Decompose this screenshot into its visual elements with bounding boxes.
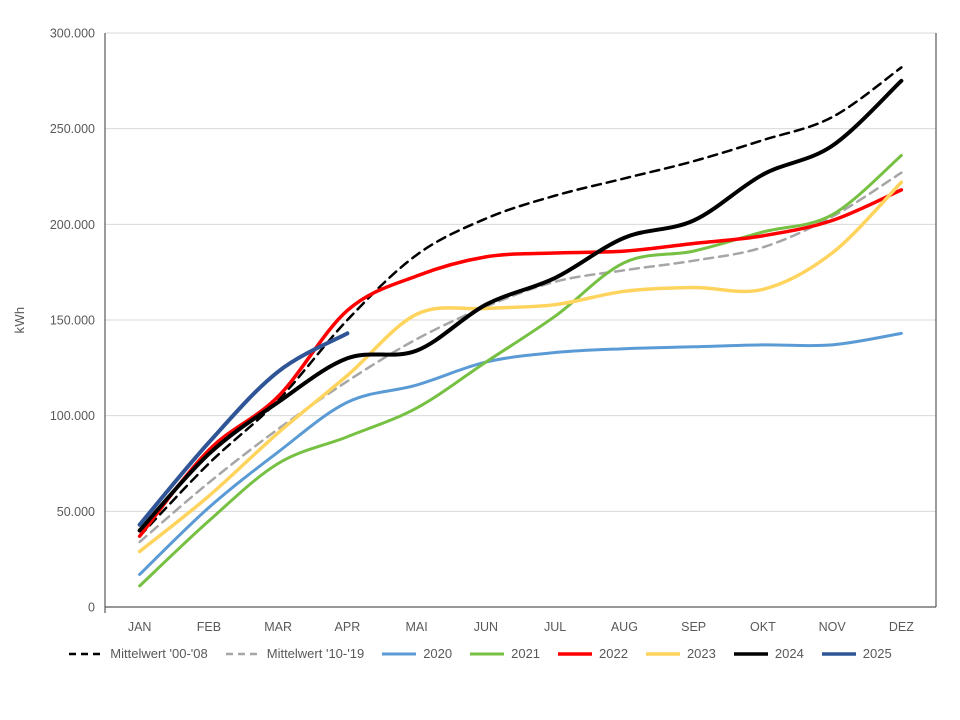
legend-item-2023: 2023 bbox=[645, 646, 716, 661]
legend-label: Mittelwert '00-'08 bbox=[110, 646, 208, 661]
legend-line-swatch bbox=[225, 652, 260, 655]
legend-item-2021: 2021 bbox=[469, 646, 540, 661]
series-line-2023 bbox=[137, 180, 904, 554]
series-line-mittelwert-10-19 bbox=[138, 171, 903, 544]
y-tick-label: 0 bbox=[88, 601, 95, 615]
series-line-2020 bbox=[138, 331, 903, 576]
y-tick-label: 250.000 bbox=[50, 122, 95, 136]
legend-label: 2022 bbox=[599, 646, 628, 661]
y-tick-label: 100.000 bbox=[50, 409, 95, 423]
legend-line-swatch bbox=[382, 652, 417, 655]
y-tick-label: 300.000 bbox=[50, 27, 95, 41]
x-tick-label: MAR bbox=[264, 620, 292, 634]
series-line-2024 bbox=[137, 78, 904, 533]
y-tick-label: 150.000 bbox=[50, 314, 95, 328]
legend-item-2022: 2022 bbox=[557, 646, 628, 661]
x-tick-label: DEZ bbox=[889, 620, 914, 634]
legend-line-swatch bbox=[69, 652, 104, 655]
y-tick-label: 50.000 bbox=[57, 505, 95, 519]
legend-line-swatch bbox=[558, 651, 593, 656]
x-tick-label: JUL bbox=[544, 620, 566, 634]
series-line-2021 bbox=[138, 153, 903, 588]
x-tick-label: FEB bbox=[197, 620, 221, 634]
legend-item-mittelwert-10-19: Mittelwert '10-'19 bbox=[225, 646, 364, 661]
legend-line-swatch bbox=[821, 651, 856, 656]
plot-area: 0 50.000 100.000 150.000 200.000 250.000 300.0… bbox=[50, 27, 937, 634]
legend-item-2025: 2025 bbox=[821, 646, 892, 661]
legend-item-2024: 2024 bbox=[733, 646, 804, 661]
x-tick-label: NOV bbox=[819, 620, 847, 634]
series-line-2025 bbox=[137, 331, 350, 527]
legend-label: 2025 bbox=[862, 646, 892, 661]
x-tick-label: OKT bbox=[750, 620, 776, 634]
legend-item-2020: 2020 bbox=[381, 646, 452, 661]
legend-label: Mittelwert '10-'19 bbox=[266, 646, 365, 661]
y-tick-label: 200.000 bbox=[50, 218, 95, 232]
x-tick-label: APR bbox=[335, 620, 361, 634]
legend-label: 2020 bbox=[423, 646, 453, 661]
legend-line-swatch bbox=[470, 652, 505, 655]
legend-line-swatch bbox=[733, 651, 768, 656]
x-tick-label: AUG bbox=[611, 620, 638, 634]
legend-item-mittelwert-00-08: Mittelwert '00-'08 bbox=[68, 646, 208, 661]
x-tick-label: JUN bbox=[474, 620, 498, 634]
legend-label: 2024 bbox=[774, 646, 804, 661]
legend-label: 2023 bbox=[686, 646, 716, 661]
legend-label: 2021 bbox=[511, 646, 541, 661]
x-tick-label: MAI bbox=[406, 620, 428, 634]
x-tick-label: JAN bbox=[128, 620, 152, 634]
series-line-2022 bbox=[137, 188, 904, 538]
chart-legend: Mittelwert '00-'08 Mittelwert '10-'19 2020… bbox=[0, 646, 960, 661]
y-axis-title: kWh bbox=[11, 306, 27, 334]
x-tick-label: SEP bbox=[681, 620, 706, 634]
legend-line-swatch bbox=[645, 651, 680, 656]
series-line-mittelwert-00-08 bbox=[138, 66, 903, 538]
